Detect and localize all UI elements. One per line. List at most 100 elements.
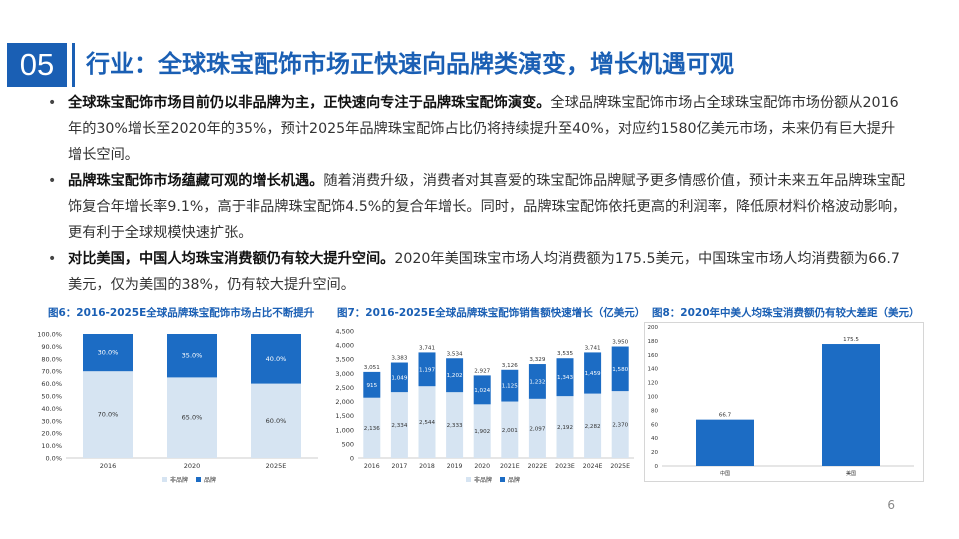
bar-nonbrand	[363, 397, 381, 458]
y-tick-label: 20	[651, 450, 658, 456]
x-tick-label: 2016	[100, 462, 117, 470]
bar-nonbrand	[167, 377, 217, 458]
data-label-nonbrand: 2,370	[612, 423, 628, 429]
data-label-brand: 1,459	[585, 371, 601, 377]
data-label-total: 3,534	[447, 351, 463, 357]
bullet-item: • 品牌珠宝配饰市场蕴藏可观的增长机遇。随着消费升级，消费者对其喜爱的珠宝配饰品…	[48, 168, 908, 246]
bar-nonbrand	[611, 391, 629, 458]
legend-swatch-nonbrand	[162, 477, 167, 482]
y-tick-label: 1,000	[335, 426, 354, 434]
x-tick-label: 2019	[447, 463, 463, 470]
bullet-text: 2020年美国珠宝市场人均消费额为175.5美元，中国珠宝市场人均消费额为66.…	[68, 251, 900, 293]
y-tick-label: 80	[651, 408, 658, 414]
data-label-brand: 1,580	[612, 367, 628, 373]
data-label-nonbrand: 2,544	[419, 420, 435, 426]
data-label-brand: 1,049	[391, 375, 407, 381]
y-tick-label: 0.0%	[45, 455, 62, 463]
bar-brand	[446, 358, 464, 393]
data-label-total: 3,741	[585, 345, 601, 351]
bullet-bold: 对比美国，中国人均珠宝消费额仍有较大提升空间。	[68, 251, 395, 267]
bar-nonbrand	[501, 401, 519, 458]
data-label-value: 66.7	[719, 413, 732, 419]
chart-brand-sales: 0 500 1,000 1,500 2,000 2,500 3,000 3,500 4,000 4…	[335, 328, 634, 484]
bar-nonbrand	[446, 392, 464, 458]
data-label-nonbrand: 2,333	[447, 423, 463, 429]
data-label-total: 3,051	[364, 365, 380, 371]
y-tick-label: 2,000	[335, 398, 354, 406]
bar-nonbrand	[528, 398, 546, 458]
data-label-nonbrand: 1,902	[474, 429, 490, 435]
data-label-total: 3,950	[612, 340, 628, 346]
data-label-brand: 1,024	[474, 388, 490, 394]
y-tick-label: 3,500	[335, 356, 354, 364]
y-tick-label: 500	[342, 440, 354, 448]
data-label-nonbrand: 60.0%	[266, 417, 287, 425]
bar-nonbrand	[556, 396, 574, 458]
y-tick-label: 40	[651, 436, 658, 442]
bar-brand	[251, 334, 301, 384]
y-tick-label: 30.0%	[41, 417, 62, 425]
bullet-dot-icon: •	[48, 95, 57, 111]
y-tick-label: 100	[648, 395, 659, 401]
page-title: 行业：全球珠宝配饰市场正快速向品牌类演变，增长机遇可观	[86, 50, 734, 78]
data-label-brand: 1,343	[557, 375, 573, 381]
chart-brand-share: 0.0% 10.0% 20.0% 30.0% 40.0% 50.0% 60.0% 70.0% 8…	[37, 331, 318, 484]
page-number: 6	[887, 498, 895, 512]
y-tick-label: 60	[651, 422, 658, 428]
y-tick-label: 10.0%	[41, 442, 62, 450]
y-tick-label: 40.0%	[41, 405, 62, 413]
bar-brand	[83, 334, 133, 372]
y-tick-label: 20.0%	[41, 430, 62, 438]
y-tick-label: 140	[648, 367, 659, 373]
chart-frame	[644, 322, 924, 482]
bullet-dot-icon: •	[48, 173, 57, 189]
bar-brand	[418, 352, 436, 387]
y-tick-label: 2,500	[335, 384, 354, 392]
legend-label-nonbrand: 非品牌	[474, 476, 492, 484]
data-label-nonbrand: 2,334	[391, 423, 407, 429]
bullet-item: • 全球珠宝配饰市场目前仍以非品牌为主，正快速向专注于品牌珠宝配饰演变。全球品牌…	[48, 90, 908, 168]
bar-nonbrand	[473, 404, 491, 458]
data-label-nonbrand: 2,136	[364, 426, 380, 432]
x-tick-label: 2023E	[555, 463, 575, 470]
x-tick-label: 2020	[184, 462, 201, 470]
x-tick-label: 2017	[392, 463, 408, 470]
data-label-total: 2,927	[474, 368, 490, 374]
data-label-brand: 1,232	[529, 379, 545, 385]
legend-swatch-brand	[196, 477, 201, 482]
data-label-brand: 1,125	[502, 384, 518, 390]
bar-brand	[501, 369, 519, 402]
x-tick-label: 2024E	[583, 463, 603, 470]
bullet-text: 全球品牌珠宝配饰市场占全球珠宝配饰市场份额从2016年的30%增长至2020年的…	[68, 95, 899, 163]
data-label-nonbrand: 70.0%	[98, 411, 119, 419]
data-label-nonbrand: 2,097	[529, 426, 545, 432]
data-label-total: 3,329	[529, 357, 545, 363]
title-divider	[72, 43, 75, 87]
bar-brand	[556, 358, 574, 397]
x-tick-label: 美国	[846, 470, 856, 477]
x-tick-label: 中国	[720, 470, 730, 477]
bullet-bold: 品牌珠宝配饰市场蕴藏可观的增长机遇。	[68, 173, 324, 189]
data-label-brand: 40.0%	[266, 355, 287, 363]
bullet-text: 随着消费升级，消费者对其喜爱的珠宝配饰品牌赋予更多情感价值，预计未来五年品牌珠宝…	[68, 173, 907, 241]
data-label-nonbrand: 2,192	[557, 425, 573, 431]
x-tick-label: 2025E	[266, 462, 287, 470]
bullet-bold: 全球珠宝配饰市场目前仍以非品牌为主，正快速向专注于品牌珠宝配饰演变。	[68, 95, 551, 111]
data-label-brand: 1,197	[419, 367, 435, 373]
figure6-title: 图6：2016-2025E全球品牌珠宝配饰市场占比不断提升	[48, 307, 315, 319]
data-label-brand: 1,202	[447, 373, 463, 379]
bar-brand	[528, 364, 546, 399]
y-tick-label: 4,500	[335, 328, 354, 336]
bar-nonbrand	[83, 371, 133, 458]
y-tick-label: 3,000	[335, 370, 354, 378]
bar-nonbrand	[251, 383, 301, 458]
x-tick-label: 2018	[419, 463, 435, 470]
data-label-nonbrand: 2,282	[585, 424, 601, 430]
data-label-brand: 30.0%	[98, 349, 119, 357]
x-tick-label: 2025E	[610, 463, 630, 470]
x-tick-label: 2016	[364, 463, 380, 470]
y-tick-label: 70.0%	[41, 368, 62, 376]
legend-label-brand: 品牌	[204, 476, 216, 484]
y-tick-label: 160	[648, 353, 659, 359]
bar-value	[696, 419, 754, 466]
